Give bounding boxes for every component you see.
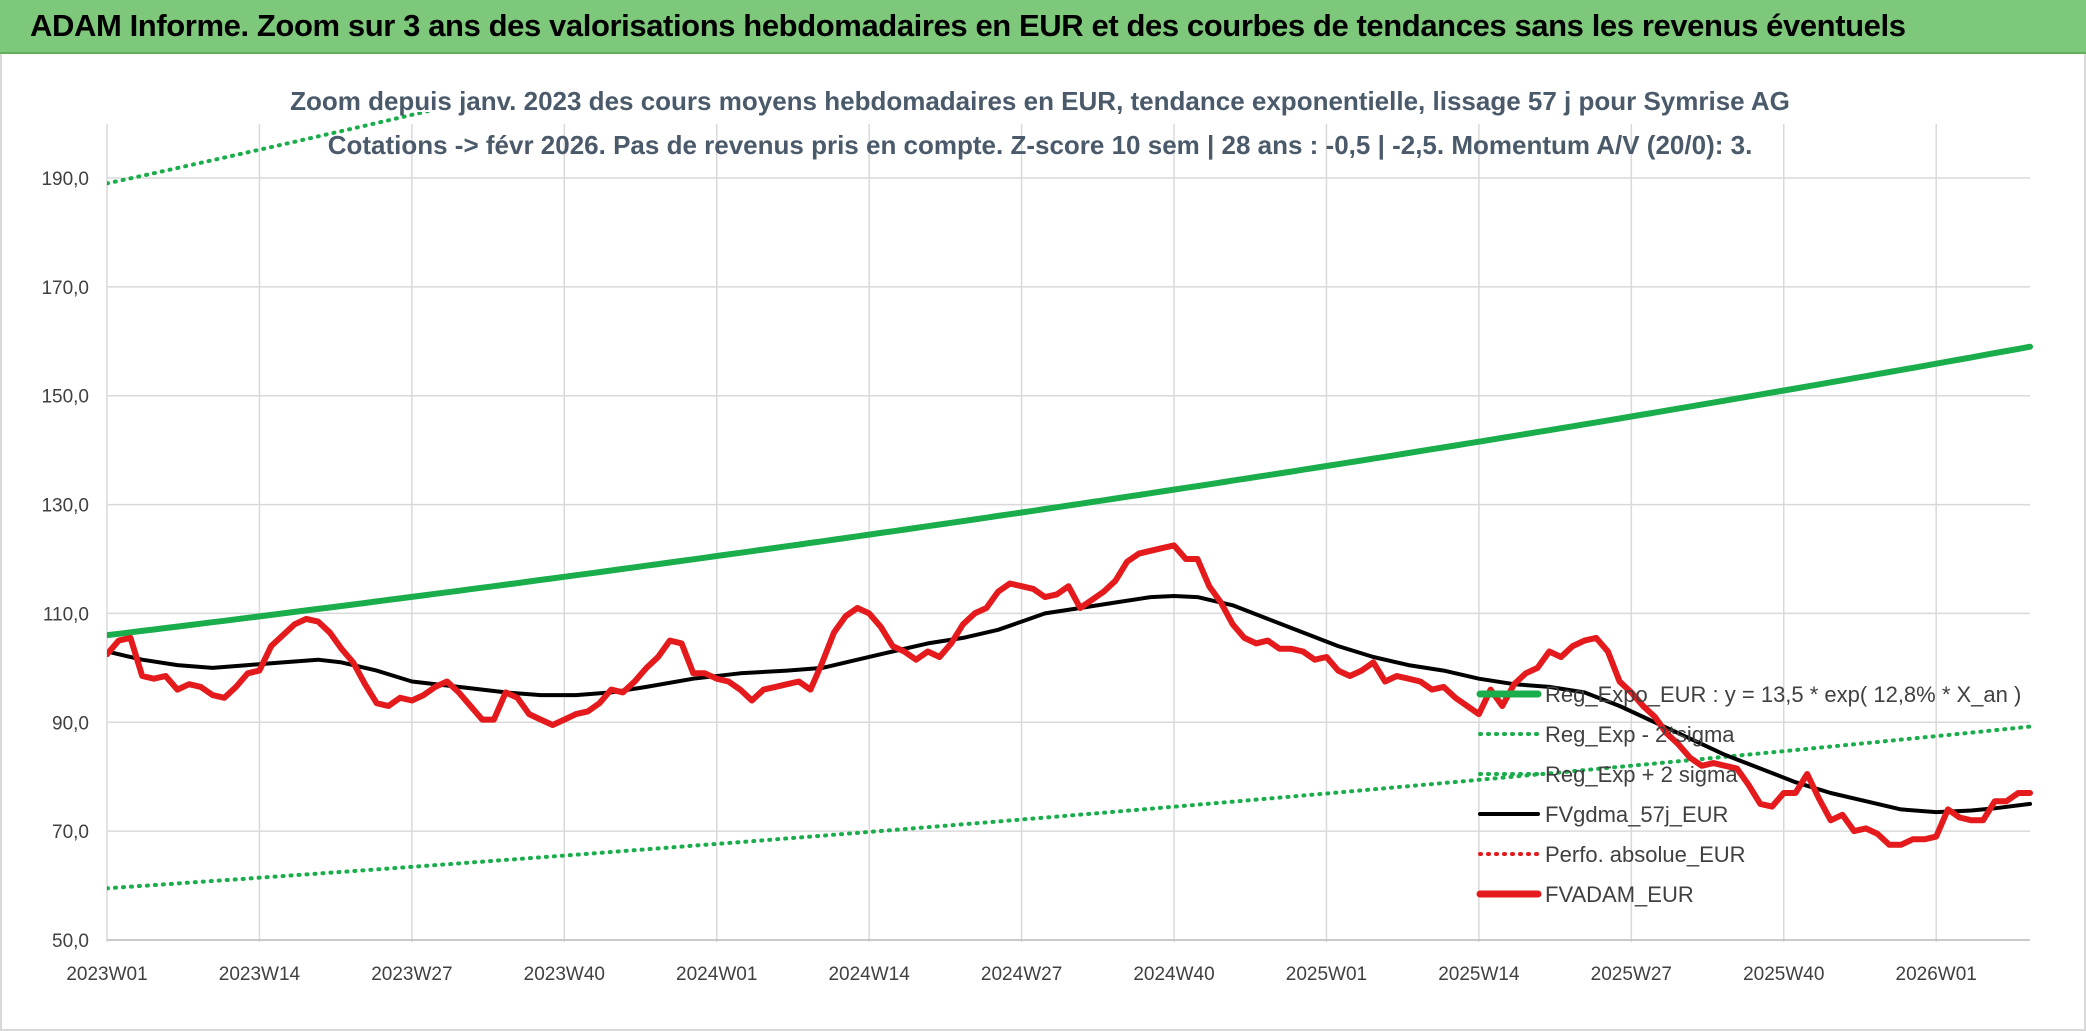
- chart-title: Zoom depuis janv. 2023 des cours moyens …: [290, 86, 1790, 116]
- y-tick-label: 110,0: [43, 604, 89, 625]
- y-tick-label: 50,0: [52, 931, 89, 952]
- x-axis: 2023W01 2023W14 2023W27 2023W40 2024W01 2024W…: [66, 964, 1977, 985]
- legend-label: Reg_Exp + 2 sigma: [1545, 762, 1738, 787]
- y-tick-label: 170,0: [41, 278, 89, 299]
- y-tick-label: 150,0: [41, 387, 89, 408]
- x-tick-label: 2025W27: [1591, 964, 1672, 985]
- legend-label: Reg_Expo_EUR : y = 13,5 * exp( 12,8% * X…: [1545, 682, 2021, 707]
- x-tick-label: 2024W40: [1133, 964, 1214, 985]
- x-tick-label: 2023W40: [524, 964, 605, 985]
- y-tick-label: 130,0: [41, 496, 89, 517]
- report-title: ADAM Informe. Zoom sur 3 ans des valoris…: [30, 8, 1906, 43]
- legend-label: FVgdma_57j_EUR: [1545, 802, 1728, 827]
- fvgdma-57j-eur-series-line: [107, 594, 2032, 815]
- chart-subtitle: Cotations -> févr 2026. Pas de revenus p…: [328, 130, 1753, 160]
- fvadam-eur-series-line: [107, 542, 2033, 848]
- y-axis: 50,0 70,0 90,0 110,0 130,0 150,0 170,0 190,0: [41, 169, 89, 952]
- x-tick-label: 2023W27: [371, 964, 452, 985]
- legend-label: Reg_Exp - 2*sigma: [1545, 722, 1735, 747]
- series-layer: [107, 112, 2033, 891]
- x-tick-label: 2024W27: [981, 964, 1062, 985]
- x-tick-label: 2026W01: [1896, 964, 1977, 985]
- x-tick-label: 2023W14: [219, 964, 301, 985]
- x-tick-label: 2025W14: [1438, 964, 1520, 985]
- x-tick-label: 2025W40: [1743, 964, 1824, 985]
- chart-frame: [0, 54, 2086, 1031]
- y-tick-label: 190,0: [41, 169, 89, 190]
- x-tick-label: 2025W01: [1286, 964, 1367, 985]
- y-tick-label: 90,0: [52, 713, 89, 734]
- reg-expo-eur-series-line: [107, 343, 2033, 639]
- x-tick-label: 2024W01: [676, 964, 757, 985]
- x-tick-label: 2024W14: [828, 964, 910, 985]
- y-tick-label: 70,0: [52, 822, 89, 843]
- report-header: ADAM Informe. Zoom sur 3 ans des valoris…: [0, 0, 2086, 54]
- x-tick-label: 2023W01: [66, 964, 147, 985]
- reg-exp-series-line: [107, 724, 2032, 891]
- grid-lines: [106, 124, 2030, 942]
- legend-label: FVADAM_EUR: [1545, 882, 1694, 907]
- legend-label: Perfo. absolue_EUR: [1545, 842, 1746, 867]
- legend: Reg_Expo_EUR : y = 13,5 * exp( 12,8% * X…: [1476, 682, 2021, 907]
